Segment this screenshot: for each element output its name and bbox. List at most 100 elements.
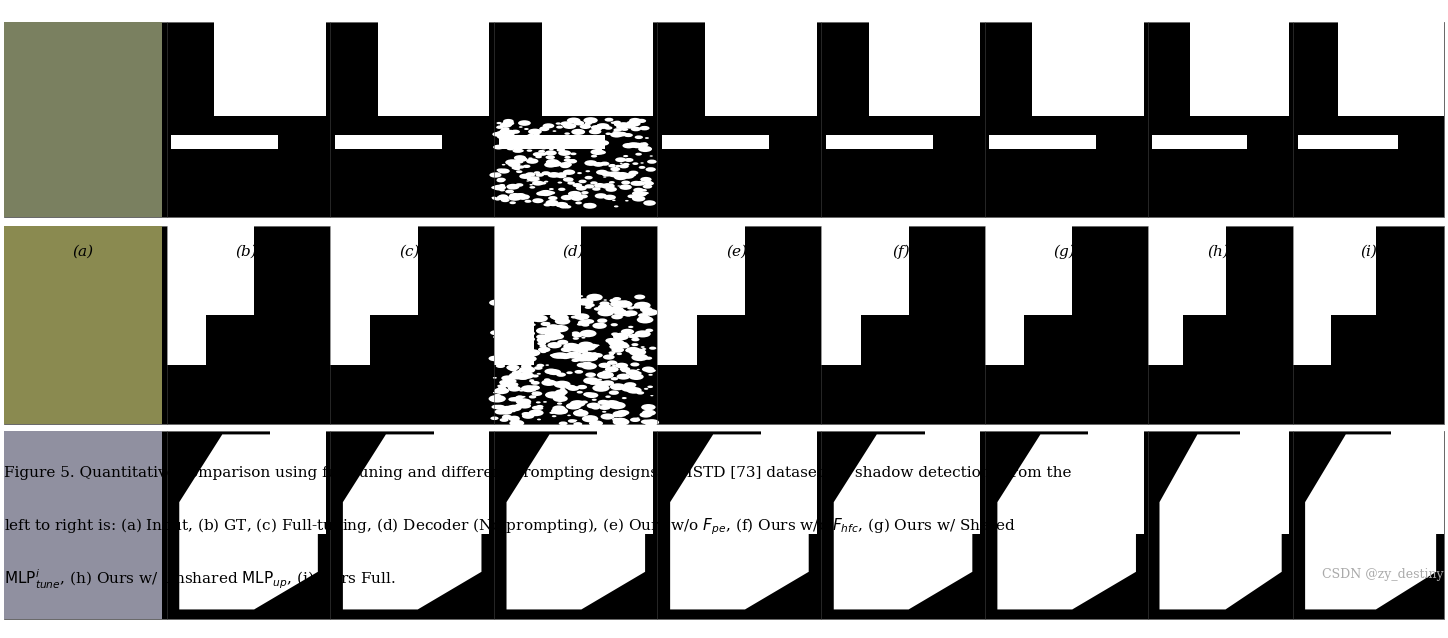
Circle shape xyxy=(608,171,623,177)
Circle shape xyxy=(555,202,568,207)
Circle shape xyxy=(585,122,592,125)
Circle shape xyxy=(641,366,654,372)
Bar xyxy=(171,135,278,149)
Circle shape xyxy=(604,126,613,130)
Circle shape xyxy=(559,176,562,177)
Circle shape xyxy=(640,346,644,348)
Circle shape xyxy=(568,181,575,185)
Circle shape xyxy=(513,164,518,167)
Polygon shape xyxy=(670,434,808,609)
Circle shape xyxy=(585,373,597,377)
Circle shape xyxy=(599,301,610,306)
Circle shape xyxy=(498,323,510,329)
Circle shape xyxy=(634,302,650,309)
Circle shape xyxy=(497,329,510,334)
Circle shape xyxy=(576,412,579,413)
Circle shape xyxy=(555,141,565,145)
Circle shape xyxy=(578,341,594,348)
Circle shape xyxy=(613,411,627,417)
Circle shape xyxy=(615,158,626,162)
Circle shape xyxy=(520,198,526,200)
Circle shape xyxy=(550,294,565,300)
Circle shape xyxy=(498,135,508,139)
Circle shape xyxy=(562,390,566,392)
Bar xyxy=(598,431,653,534)
Circle shape xyxy=(621,397,627,399)
Circle shape xyxy=(501,375,514,381)
Circle shape xyxy=(526,357,533,359)
Circle shape xyxy=(620,184,631,190)
Circle shape xyxy=(573,135,581,138)
Circle shape xyxy=(521,413,534,419)
Circle shape xyxy=(589,420,602,426)
Circle shape xyxy=(521,412,531,416)
Circle shape xyxy=(544,330,560,338)
Circle shape xyxy=(529,129,542,135)
Circle shape xyxy=(569,311,572,312)
Circle shape xyxy=(533,133,540,137)
Circle shape xyxy=(584,377,599,384)
Circle shape xyxy=(556,373,566,377)
Circle shape xyxy=(623,163,630,166)
Circle shape xyxy=(492,185,505,191)
Circle shape xyxy=(579,295,584,297)
Circle shape xyxy=(569,400,585,407)
Circle shape xyxy=(524,349,540,357)
Circle shape xyxy=(630,362,640,366)
Circle shape xyxy=(598,145,604,147)
Circle shape xyxy=(502,136,507,137)
Circle shape xyxy=(530,385,540,390)
Circle shape xyxy=(623,143,634,149)
Circle shape xyxy=(573,313,589,320)
Circle shape xyxy=(614,418,627,424)
Circle shape xyxy=(502,131,514,137)
Bar xyxy=(4,431,162,619)
Circle shape xyxy=(529,323,536,326)
Circle shape xyxy=(524,200,531,203)
Circle shape xyxy=(536,156,542,158)
Circle shape xyxy=(636,391,644,394)
Circle shape xyxy=(598,400,610,405)
Circle shape xyxy=(628,336,633,338)
Circle shape xyxy=(511,166,520,170)
Circle shape xyxy=(571,135,584,141)
Circle shape xyxy=(517,396,523,399)
Text: (e): (e) xyxy=(727,245,747,259)
Circle shape xyxy=(500,184,505,187)
Circle shape xyxy=(571,346,585,352)
Circle shape xyxy=(497,134,508,139)
Circle shape xyxy=(639,166,646,169)
Circle shape xyxy=(563,123,576,129)
Circle shape xyxy=(631,191,644,197)
Circle shape xyxy=(530,186,536,189)
Circle shape xyxy=(510,354,517,357)
Circle shape xyxy=(615,125,626,129)
Circle shape xyxy=(494,387,510,394)
Circle shape xyxy=(573,121,585,126)
Circle shape xyxy=(604,400,620,407)
Bar xyxy=(1153,135,1247,149)
Circle shape xyxy=(510,420,524,426)
Bar xyxy=(378,22,489,115)
Circle shape xyxy=(552,415,556,417)
Circle shape xyxy=(643,192,649,195)
Circle shape xyxy=(626,314,631,316)
Circle shape xyxy=(595,128,602,130)
Circle shape xyxy=(549,196,557,200)
Circle shape xyxy=(544,308,555,313)
Circle shape xyxy=(572,160,575,161)
Circle shape xyxy=(621,385,637,392)
Circle shape xyxy=(515,193,526,197)
Circle shape xyxy=(621,173,634,179)
Circle shape xyxy=(497,195,510,200)
Circle shape xyxy=(507,382,518,387)
Circle shape xyxy=(597,149,601,151)
Circle shape xyxy=(626,369,639,375)
Circle shape xyxy=(579,330,597,338)
Circle shape xyxy=(502,415,513,419)
Circle shape xyxy=(542,144,552,149)
Circle shape xyxy=(597,140,610,146)
Circle shape xyxy=(517,165,524,168)
Circle shape xyxy=(515,141,524,145)
Circle shape xyxy=(560,347,573,352)
